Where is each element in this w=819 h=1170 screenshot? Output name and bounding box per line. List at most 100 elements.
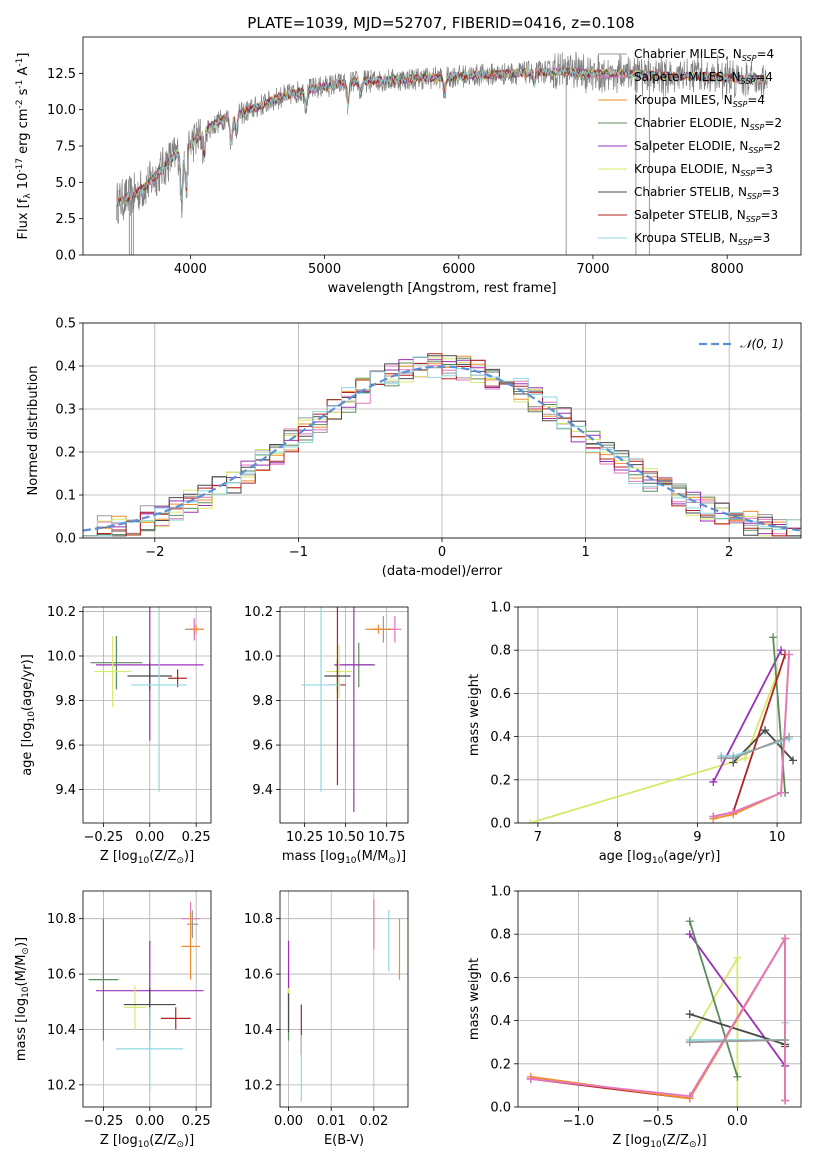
age_vs_mass-plot-area	[301, 607, 402, 812]
x-tick-label: 7000	[576, 262, 609, 277]
x-tick-label: 8000	[711, 262, 744, 277]
mass_vs_Z-frame	[82, 890, 212, 1108]
x-tick-label: 4000	[174, 262, 207, 277]
x-tick-label: −0.25	[83, 1114, 123, 1129]
mass-weight-marker	[733, 1072, 742, 1081]
y-tick-label: 0.3	[55, 403, 76, 418]
x-tick-label: 9	[693, 830, 701, 845]
mass-weight-marker	[729, 754, 738, 763]
mass-weight-marker	[685, 1092, 694, 1101]
y-tick-label: 9.6	[55, 739, 76, 754]
x-tick-label: 5000	[308, 262, 341, 277]
x-tick-label: 7	[534, 830, 542, 845]
x-tick-label: 6000	[442, 262, 475, 277]
spectrum-legend: Chabrier MILES, NSSP=4 Salpeter MILES, NS…	[598, 47, 782, 247]
mass-weight-marker	[781, 934, 790, 943]
y-tick-label: 10.8	[47, 912, 76, 927]
mass_weight_vs_age-plot-area	[525, 633, 798, 823]
x-axis-label: Z [log10(Z/Z⊙)]	[100, 849, 194, 866]
mass-weight-marker	[761, 726, 770, 735]
x-tick-label: 8	[614, 830, 622, 845]
x-tick-label: −1.0	[563, 1114, 595, 1129]
legend-entry: 𝒩(0, 1)	[740, 337, 784, 351]
residuals-frame	[82, 322, 802, 539]
y-tick-label: 0.0	[490, 1101, 511, 1116]
mass_weight_vs_Z-plot-area	[526, 917, 790, 1107]
mass-weight-marker	[785, 650, 794, 659]
y-tick-label: 10.2	[47, 1078, 76, 1093]
y-tick-label: 10.2	[244, 605, 273, 620]
mass-weight-line	[688, 920, 739, 1078]
y-tick-label: 10.6	[47, 968, 76, 983]
mass-weight-marker	[741, 754, 750, 763]
age_vs_Z-axes: −0.25 0.00 0.25 9.4 9.6 9.8 10.0 10.2 Z [log10(Z…	[20, 605, 212, 866]
y-tick-label: 10.4	[244, 1023, 273, 1038]
mass-weight-marker	[685, 1038, 694, 1047]
legend-entry: Salpeter STELIB, NSSP=3	[634, 208, 778, 224]
legend-entry: Kroupa STELIB, NSSP=3	[634, 231, 770, 247]
mass_vs_EBV-axes: 0.00 0.01 0.02 10.2 10.4 10.6 10.8 E(B-V)	[244, 890, 409, 1148]
legend-entry: Salpeter MILES, NSSP=4	[634, 70, 773, 86]
figure-title: PLATE=1039, MJD=52707, FIBERID=0416, z=0…	[247, 14, 634, 32]
age_vs_Z-plot-area	[90, 607, 204, 792]
x-tick-label: 2	[725, 545, 733, 560]
mass-weight-marker	[785, 732, 794, 741]
y-axis-label: mass weight	[467, 674, 482, 756]
y-tick-label: 10.0	[47, 649, 76, 664]
y-tick-label: 0.8	[490, 928, 511, 943]
y-tick-label: 0.0	[490, 817, 511, 832]
y-tick-label: 10.6	[244, 968, 273, 983]
y-tick-label: 0.2	[55, 446, 76, 461]
x-tick-label: 10.25	[286, 830, 323, 845]
y-tick-label: 9.4	[55, 783, 76, 798]
mass-weight-marker	[685, 917, 694, 926]
x-tick-label: 0.02	[359, 1114, 388, 1129]
mass-weight-marker	[777, 788, 786, 797]
x-tick-label: −2	[145, 545, 164, 560]
mass-weight-line	[529, 673, 778, 823]
spectrum-plot-area	[116, 51, 768, 255]
legend-entry: Chabrier ELODIE, NSSP=2	[634, 116, 782, 132]
y-tick-label: 0.0	[55, 249, 76, 264]
mass_vs_EBV-frame	[279, 890, 409, 1108]
mass-weight-marker	[709, 777, 718, 786]
y-tick-label: 10.2	[244, 1078, 273, 1093]
x-tick-label: 1	[581, 545, 589, 560]
mass_weight_vs_Z-axes: −1.0 −0.5 0.0 0.0 0.2 0.4 0.6 0.8 1.0 Z [log10(Z/…	[467, 885, 802, 1150]
y-tick-label: 9.8	[252, 694, 273, 709]
mass-weight-marker	[729, 808, 738, 817]
x-tick-label: 10.75	[368, 830, 405, 845]
x-tick-label: 0.0	[727, 1114, 748, 1129]
x-tick-label: 0	[438, 545, 446, 560]
y-tick-label: 1.0	[490, 885, 511, 900]
mass-weight-marker	[789, 756, 798, 765]
mass-weight-line	[530, 935, 786, 1101]
mass-weight-marker	[526, 1074, 535, 1083]
x-tick-label: 0.00	[274, 1114, 303, 1129]
y-axis-label: mass weight	[467, 958, 482, 1040]
y-tick-label: 0.4	[490, 730, 511, 745]
legend-entry: Chabrier MILES, NSSP=4	[634, 47, 774, 63]
legend-entry: Salpeter ELODIE, NSSP=2	[634, 139, 781, 155]
mass-weight-line	[689, 1039, 786, 1044]
y-tick-label: 1.0	[490, 601, 511, 616]
legend-entry: Kroupa ELODIE, NSSP=3	[634, 162, 773, 178]
mass-weight-marker	[685, 1010, 694, 1019]
x-tick-label: 0.25	[182, 1114, 211, 1129]
age_vs_mass-axes: 10.25 10.50 10.75 9.4 9.6 9.8 10.0 10.2 mass [lo…	[244, 605, 409, 866]
y-tick-label: 0.2	[490, 1057, 511, 1072]
spectrum-axes: 4000 5000 6000 7000 8000 0.0 2.5 5.0 7.5 10.0 12.5…	[15, 36, 802, 296]
x-tick-label: 10.50	[327, 830, 364, 845]
x-axis-label: E(B-V)	[324, 1133, 364, 1148]
y-tick-label: 10.0	[47, 103, 76, 118]
x-tick-label: 10	[769, 830, 786, 845]
x-tick-label: −0.25	[83, 830, 123, 845]
spectrum-model-line	[116, 66, 768, 208]
y-tick-label: 0.4	[55, 360, 76, 375]
y-tick-label: 2.5	[55, 212, 76, 227]
x-axis-label: Z [log10(Z/Z⊙)]	[612, 1133, 706, 1150]
x-tick-label: 0.25	[182, 830, 211, 845]
residuals-plot-area	[83, 353, 801, 538]
spectrum-frame	[82, 36, 802, 256]
